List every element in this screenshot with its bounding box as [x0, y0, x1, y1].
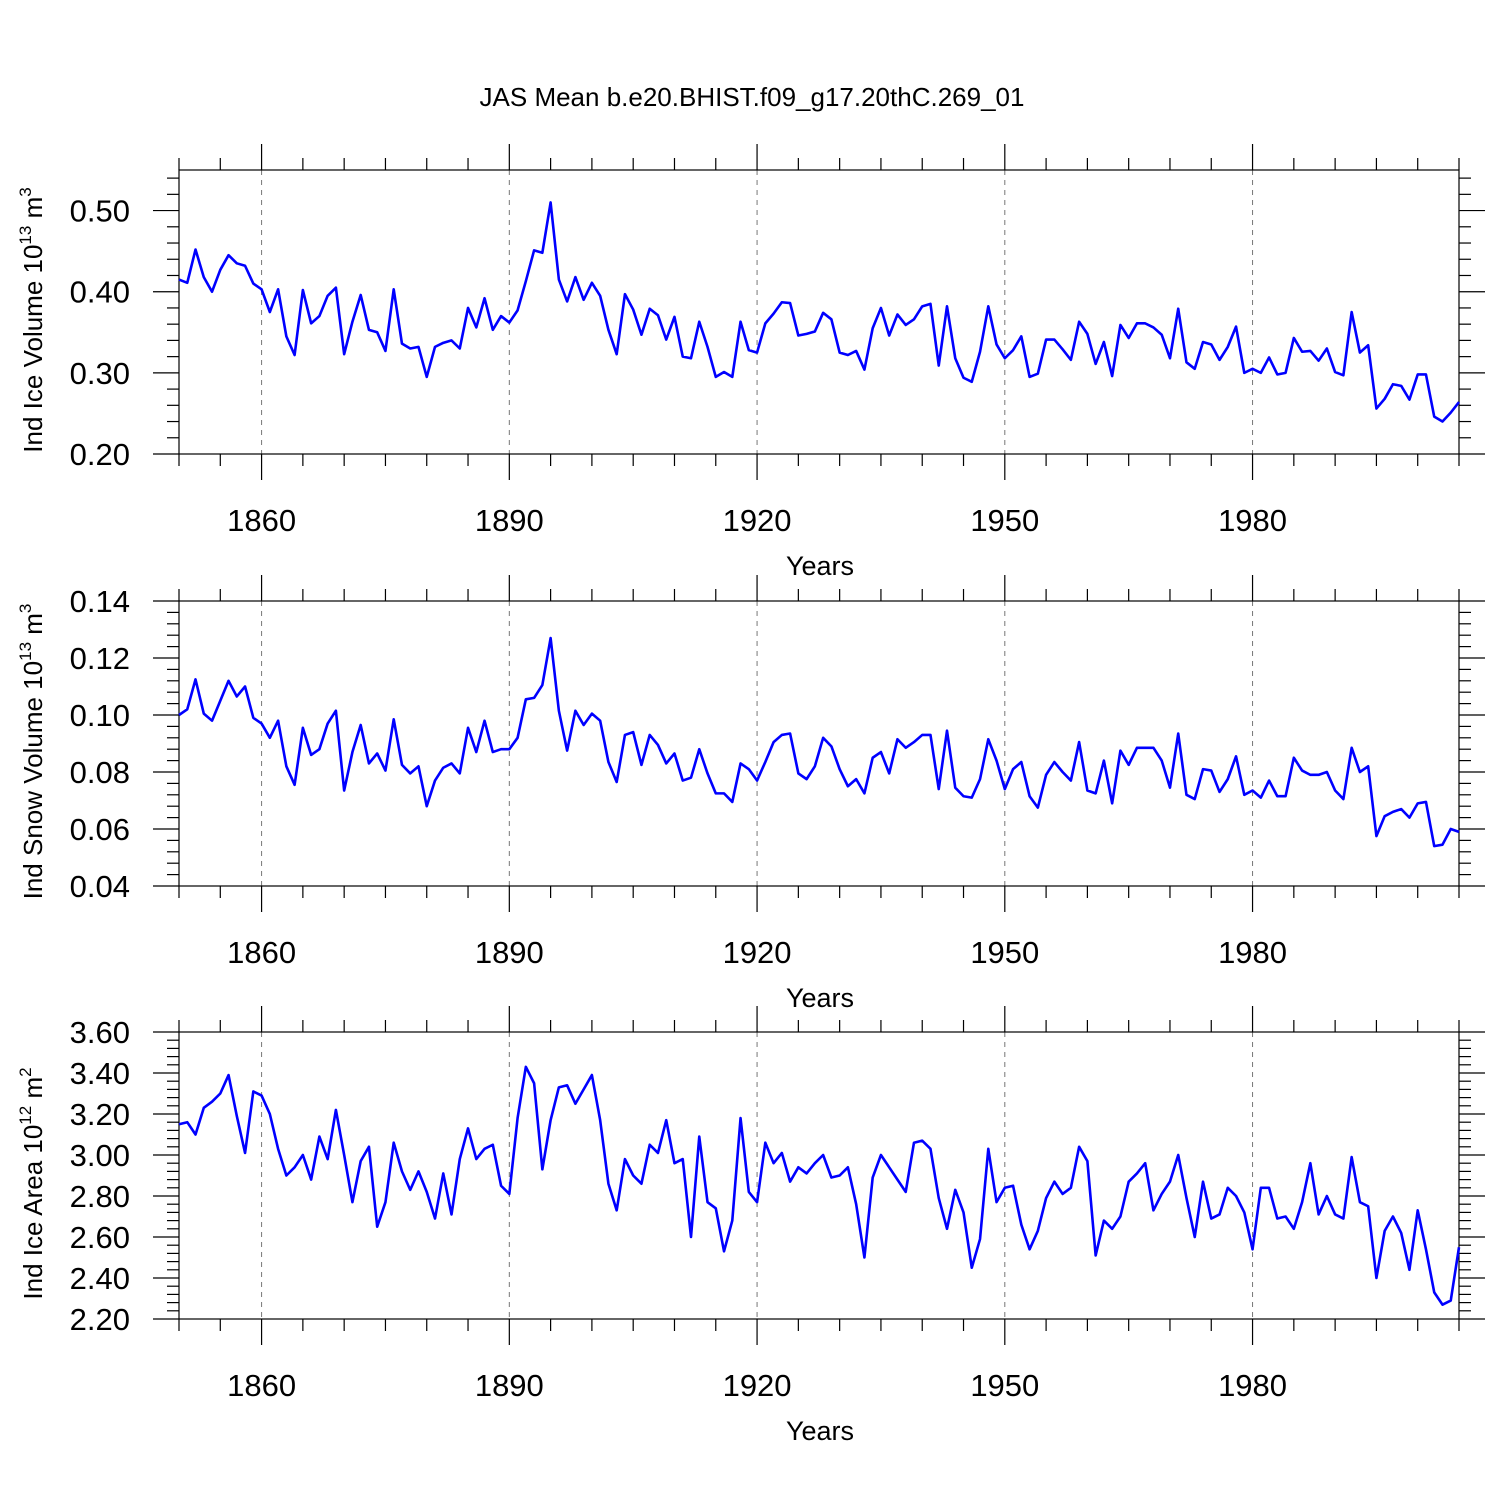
- chart-2-y-axis-label: Ind Snow Volume 1013 m3: [16, 604, 48, 900]
- chart-3-ytick-label: 3.60: [70, 1015, 130, 1050]
- panel-3: 1860 1890 1920 1950 1980 2.20 2.40 2.60 2.80 3.00…: [16, 1006, 1485, 1446]
- chart-3-ytick-label: 3.40: [70, 1056, 130, 1091]
- chart-2-x-axis-label: Years: [786, 983, 854, 1013]
- chart-2-ytick-label: 0.12: [70, 641, 130, 676]
- chart-1-ytick-label: 0.40: [70, 275, 130, 310]
- chart-2-ytick-label: 0.10: [70, 698, 130, 733]
- chart-3-ytick-label: 2.80: [70, 1179, 130, 1214]
- chart-1-ytick-label: 0.30: [70, 356, 130, 391]
- chart-1-x-axis-label: Years: [786, 551, 854, 581]
- chart-3-x-axis-label: Years: [786, 1416, 854, 1446]
- chart-1-series-line: [178, 201, 1461, 423]
- chart-3-ytick-label: 2.60: [70, 1220, 130, 1255]
- panel-2: 1860 1890 1920 1950 1980 0.04 0.06 0.08 0.10 0.12…: [16, 575, 1485, 1013]
- chart-2-ytick-label: 0.08: [70, 755, 130, 790]
- chart-2-xtick-label: 1980: [1218, 935, 1287, 970]
- chart-3-plot-frame: [178, 1031, 1460, 1320]
- chart-3-xtick-label: 1980: [1218, 1368, 1287, 1403]
- chart-1-xtick-label: 1980: [1218, 503, 1287, 538]
- chart-2-xtick-label: 1920: [723, 935, 792, 970]
- chart-2-ytick-label: 0.06: [70, 812, 130, 847]
- chart-2-xtick-label: 1950: [970, 935, 1039, 970]
- chart-3-xtick-label: 1860: [227, 1368, 296, 1403]
- chart-1-ytick-label: 0.20: [70, 437, 130, 472]
- chart-2-xtick-label: 1890: [475, 935, 544, 970]
- chart-1-xtick-label: 1950: [970, 503, 1039, 538]
- chart-2-plot-frame: [178, 600, 1460, 887]
- chart-1-xtick-label: 1890: [475, 503, 544, 538]
- chart-1-ytick-label: 0.50: [70, 194, 130, 229]
- chart-2-ytick-label: 0.14: [70, 584, 130, 619]
- chart-3-ytick-label: 2.20: [70, 1302, 130, 1337]
- chart-3-ytick-label: 3.00: [70, 1138, 130, 1173]
- chart-1-xtick-label: 1920: [723, 503, 792, 538]
- chart-2-ytick-label: 0.04: [70, 869, 130, 904]
- chart-3-series-line: [178, 1065, 1461, 1306]
- chart-1-y-axis-label: Ind Ice Volume 1013 m3: [16, 187, 48, 452]
- chart-3-ytick-label: 3.20: [70, 1097, 130, 1132]
- chart-3-y-axis-label: Ind Ice Area 1012 m2: [16, 1067, 48, 1299]
- chart-3-xtick-label: 1920: [723, 1368, 792, 1403]
- chart-3-xtick-label: 1890: [475, 1368, 544, 1403]
- chart-3-xtick-label: 1950: [970, 1368, 1039, 1403]
- figure-title: JAS Mean b.e20.BHIST.f09_g17.20thC.269_0…: [480, 82, 1025, 112]
- panel-1: 1860 1890 1920 1950 1980 0.20 0.30 0.40 0.50 Year…: [16, 144, 1485, 581]
- chart-2-xtick-label: 1860: [227, 935, 296, 970]
- chart-3-ytick-label: 2.40: [70, 1261, 130, 1296]
- chart-1-xtick-label: 1860: [227, 503, 296, 538]
- chart-2-series-line: [178, 636, 1460, 848]
- chart-1-plot-frame: [178, 169, 1460, 455]
